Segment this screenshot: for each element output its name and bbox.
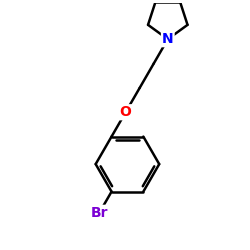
Text: O: O <box>120 105 132 119</box>
Text: Br: Br <box>90 206 108 220</box>
Text: N: N <box>162 32 173 46</box>
